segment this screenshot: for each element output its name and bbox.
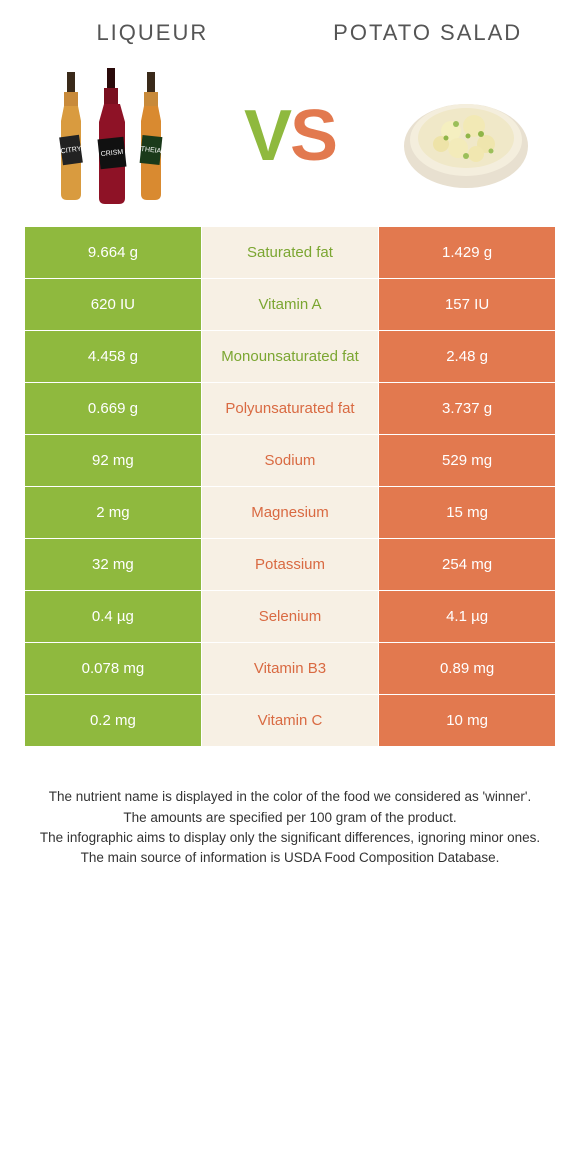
- nutrient-label: Potassium: [201, 539, 378, 591]
- right-value: 3.737 g: [379, 383, 556, 435]
- table-row: 92 mgSodium529 mg: [25, 435, 556, 487]
- nutrient-label: Monounsaturated fat: [201, 331, 378, 383]
- right-value: 10 mg: [379, 695, 556, 747]
- table-row: 4.458 gMonounsaturated fat2.48 g: [25, 331, 556, 383]
- left-value: 0.078 mg: [25, 643, 202, 695]
- table-row: 9.664 gSaturated fat1.429 g: [25, 227, 556, 279]
- left-value: 0.2 mg: [25, 695, 202, 747]
- left-food-title: Liqueur: [54, 20, 251, 46]
- nutrient-label: Polyunsaturated fat: [201, 383, 378, 435]
- nutrient-label: Selenium: [201, 591, 378, 643]
- left-value: 620 IU: [25, 279, 202, 331]
- left-value: 9.664 g: [25, 227, 202, 279]
- liqueur-image: CITRY CRISM THEIA: [44, 66, 184, 206]
- vs-label: VS: [244, 95, 336, 177]
- right-value: 157 IU: [379, 279, 556, 331]
- vs-s: S: [290, 96, 336, 176]
- nutrient-label: Vitamin C: [201, 695, 378, 747]
- right-food-title: Potato salad: [329, 20, 526, 46]
- nutrient-label: Magnesium: [201, 487, 378, 539]
- left-value: 92 mg: [25, 435, 202, 487]
- header: Liqueur Potato salad: [24, 20, 556, 56]
- right-value: 254 mg: [379, 539, 556, 591]
- table-row: 0.669 gPolyunsaturated fat3.737 g: [25, 383, 556, 435]
- right-value: 1.429 g: [379, 227, 556, 279]
- right-value: 15 mg: [379, 487, 556, 539]
- footnote-line: The main source of information is USDA F…: [34, 848, 546, 868]
- vs-v: V: [244, 96, 290, 176]
- footnotes: The nutrient name is displayed in the co…: [24, 787, 556, 868]
- table-row: 620 IUVitamin A157 IU: [25, 279, 556, 331]
- nutrient-label: Saturated fat: [201, 227, 378, 279]
- table-row: 0.4 µgSelenium4.1 µg: [25, 591, 556, 643]
- footnote-line: The nutrient name is displayed in the co…: [34, 787, 546, 807]
- left-value: 32 mg: [25, 539, 202, 591]
- table-row: 0.2 mgVitamin C10 mg: [25, 695, 556, 747]
- right-value: 0.89 mg: [379, 643, 556, 695]
- left-value: 4.458 g: [25, 331, 202, 383]
- potato-salad-image: [396, 66, 536, 206]
- nutrient-label: Sodium: [201, 435, 378, 487]
- table-row: 0.078 mgVitamin B30.89 mg: [25, 643, 556, 695]
- left-value: 0.669 g: [25, 383, 202, 435]
- left-value: 0.4 µg: [25, 591, 202, 643]
- footnote-line: The infographic aims to display only the…: [34, 828, 546, 848]
- nutrient-label: Vitamin A: [201, 279, 378, 331]
- images-row: CITRY CRISM THEIA VS: [24, 56, 556, 226]
- nutrient-table: 9.664 gSaturated fat1.429 g620 IUVitamin…: [24, 226, 556, 747]
- right-value: 2.48 g: [379, 331, 556, 383]
- right-value: 4.1 µg: [379, 591, 556, 643]
- footnote-line: The amounts are specified per 100 gram o…: [34, 808, 546, 828]
- table-row: 32 mgPotassium254 mg: [25, 539, 556, 591]
- right-value: 529 mg: [379, 435, 556, 487]
- nutrient-label: Vitamin B3: [201, 643, 378, 695]
- table-row: 2 mgMagnesium15 mg: [25, 487, 556, 539]
- left-value: 2 mg: [25, 487, 202, 539]
